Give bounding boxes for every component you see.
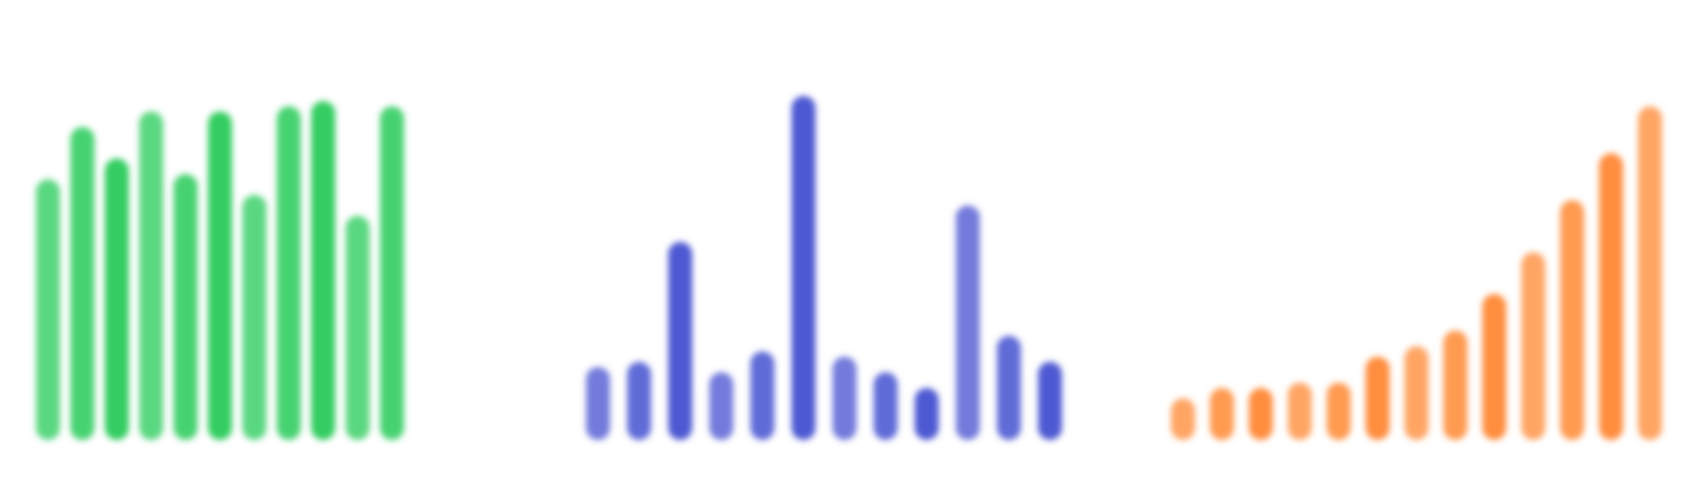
bar-0-7 — [276, 106, 301, 441]
bar-2-1 — [1209, 387, 1234, 440]
bar-2-10 — [1560, 200, 1585, 440]
bar-2-5 — [1365, 356, 1390, 440]
bar-1-1 — [627, 361, 652, 440]
bar-1-2 — [668, 241, 693, 440]
bar-1-11 — [1038, 361, 1062, 440]
bar-1-3 — [709, 372, 734, 440]
bar-1-10 — [996, 335, 1021, 440]
bar-1-4 — [750, 351, 775, 440]
bar-0-4 — [173, 174, 198, 440]
bar-2-6 — [1404, 346, 1429, 440]
chart-panel-green — [36, 101, 404, 441]
bar-2-9 — [1521, 252, 1546, 440]
bar-2-8 — [1482, 294, 1507, 440]
bar-2-2 — [1248, 387, 1273, 440]
bar-0-2 — [104, 158, 129, 440]
bar-2-7 — [1443, 330, 1468, 440]
bar-0-8 — [311, 101, 336, 440]
bar-1-7 — [873, 372, 898, 440]
bar-0-0 — [36, 179, 60, 441]
bar-2-12 — [1638, 106, 1662, 441]
bar-0-10 — [380, 106, 404, 441]
bar-0-5 — [208, 111, 232, 440]
bar-2-4 — [1326, 382, 1351, 440]
bar-1-5 — [791, 95, 816, 441]
bar-1-8 — [914, 387, 939, 440]
bar-0-3 — [139, 111, 164, 440]
bar-0-6 — [242, 194, 267, 440]
bar-2-11 — [1599, 153, 1624, 440]
bar-1-6 — [832, 356, 857, 440]
chart-panel-blue — [586, 95, 1062, 441]
bar-0-1 — [70, 127, 95, 440]
bar-1-9 — [955, 205, 980, 440]
bar-2-3 — [1287, 382, 1312, 440]
chart-panel-orange — [1171, 106, 1662, 441]
bar-0-9 — [345, 215, 370, 440]
bar-2-0 — [1171, 398, 1195, 440]
bar-1-0 — [586, 367, 610, 440]
